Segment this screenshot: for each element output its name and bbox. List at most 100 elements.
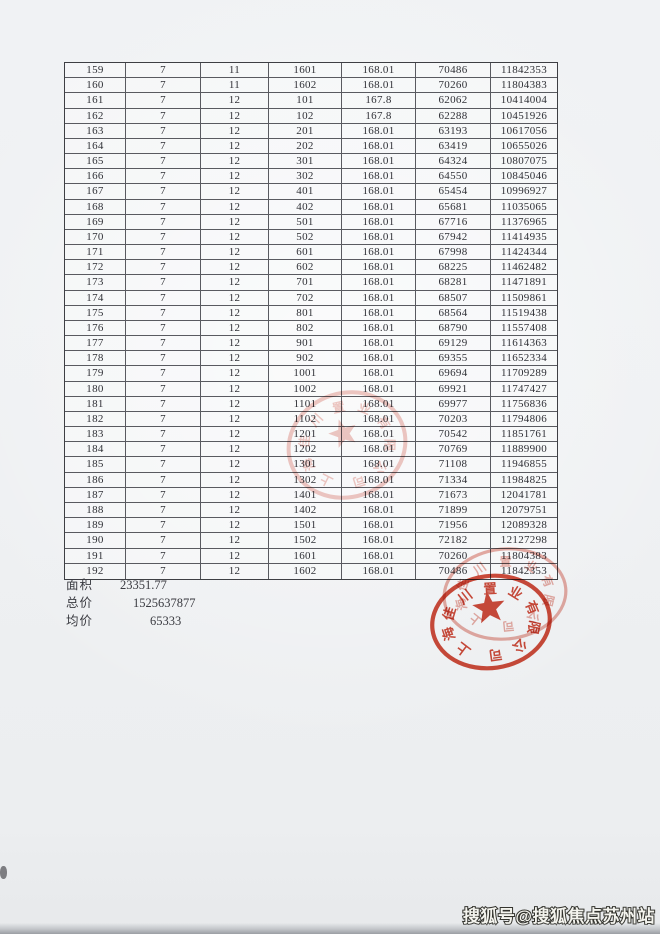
cell: 7	[126, 487, 201, 503]
cell: 11794806	[491, 412, 557, 428]
cell: 7	[126, 457, 201, 473]
cell: 11804383	[491, 78, 557, 94]
cell: 169	[65, 214, 126, 230]
cell: 501	[269, 214, 342, 230]
cell: 11	[201, 78, 269, 94]
cell: 11889900	[491, 442, 557, 458]
cell: 168.01	[342, 427, 416, 443]
cell: 168.01	[342, 366, 416, 382]
cell: 7	[126, 427, 201, 443]
cell: 168.01	[342, 487, 416, 503]
cell: 70486	[416, 563, 491, 579]
cell: 168.01	[342, 245, 416, 261]
cell: 11614363	[491, 336, 557, 352]
cell: 168.01	[342, 548, 416, 564]
cell: 63193	[416, 123, 491, 139]
cell: 12	[201, 245, 269, 261]
cell: 1401	[269, 487, 342, 503]
cell: 69355	[416, 351, 491, 367]
cell: 7	[126, 548, 201, 564]
cell: 12	[201, 487, 269, 503]
cell: 7	[126, 411, 201, 428]
cell: 7	[126, 93, 201, 109]
cell: 70769	[416, 442, 491, 458]
cell: 7	[126, 275, 201, 291]
cell: 12	[201, 275, 269, 291]
cell: 178	[65, 351, 126, 367]
cell: 1602	[269, 563, 342, 579]
cell: 70260	[416, 78, 491, 94]
cell: 69921	[416, 381, 491, 397]
cell: 69977	[416, 396, 491, 412]
cell: 181	[65, 396, 126, 412]
cell: 11946855	[491, 457, 557, 473]
cell: 172	[65, 260, 126, 276]
cell: 11851761	[491, 427, 557, 443]
svg-text:限: 限	[540, 593, 557, 608]
cell: 7	[126, 396, 201, 412]
watermark-text: 搜狐号@搜狐焦点苏州站	[462, 906, 656, 927]
cell: 7	[126, 366, 201, 382]
cell: 12	[201, 518, 269, 534]
svg-text:海: 海	[439, 624, 459, 642]
summary-line-avg-price: 均价 65333	[66, 612, 196, 630]
cell: 11376965	[491, 215, 557, 230]
cell: 11842353	[491, 63, 557, 79]
summary-label: 面积	[66, 578, 94, 592]
cell: 901	[269, 336, 342, 352]
cell: 167	[65, 184, 126, 200]
cell: 12	[201, 123, 269, 139]
cell: 168.01	[342, 336, 416, 352]
cell: 168.01	[342, 154, 416, 170]
cell: 802	[269, 320, 342, 337]
cell: 1002	[269, 381, 342, 397]
cell: 12	[201, 472, 269, 488]
units-table: 159 7 11 1601 168.01 70486 11842353 160 7 11 1602 1…	[64, 62, 558, 580]
cell: 11747427	[491, 382, 557, 397]
svg-text:川: 川	[455, 587, 476, 608]
cell: 7	[126, 108, 201, 124]
cell: 163	[65, 123, 126, 139]
scan-smudge	[0, 866, 7, 879]
page-edge-shadow	[0, 923, 660, 934]
cell: 168.01	[342, 305, 416, 321]
summary-label: 均价	[66, 614, 94, 628]
cell: 71334	[416, 472, 491, 488]
cell: 183	[65, 427, 126, 443]
cell: 71899	[416, 502, 491, 519]
cell: 7	[126, 518, 201, 534]
cell: 401	[269, 184, 342, 200]
cell: 11	[201, 63, 269, 79]
cell: 191	[65, 548, 126, 564]
cell: 70486	[416, 63, 491, 79]
svg-text:海: 海	[452, 596, 470, 612]
cell: 12041781	[491, 488, 557, 503]
cell: 7	[126, 154, 201, 170]
cell: 63419	[416, 138, 491, 155]
cell: 7	[126, 290, 201, 306]
cell: 10655026	[491, 139, 557, 155]
cell: 70203	[416, 411, 491, 428]
cell: 168.01	[342, 184, 416, 200]
cell: 64324	[416, 154, 491, 170]
cell: 11414935	[491, 230, 557, 246]
cell: 189	[65, 518, 126, 534]
summary-value: 65333	[150, 614, 182, 628]
cell: 12	[201, 502, 269, 519]
svg-text:司: 司	[502, 618, 515, 633]
cell: 11984825	[491, 473, 557, 488]
cell: 7	[126, 502, 201, 519]
cell: 12	[201, 563, 269, 579]
cell: 168.01	[342, 78, 416, 94]
summary-line-total-price: 总价 1525637877	[66, 594, 196, 612]
cell: 7	[126, 245, 201, 261]
cell: 72182	[416, 533, 491, 549]
cell: 168.01	[342, 320, 416, 337]
cell: 180	[65, 381, 126, 397]
cell: 12	[201, 229, 269, 246]
cell: 12	[201, 214, 269, 230]
svg-text:司: 司	[488, 646, 503, 663]
cell: 1502	[269, 533, 342, 549]
cell: 7	[126, 563, 201, 579]
cell: 12	[201, 199, 269, 215]
